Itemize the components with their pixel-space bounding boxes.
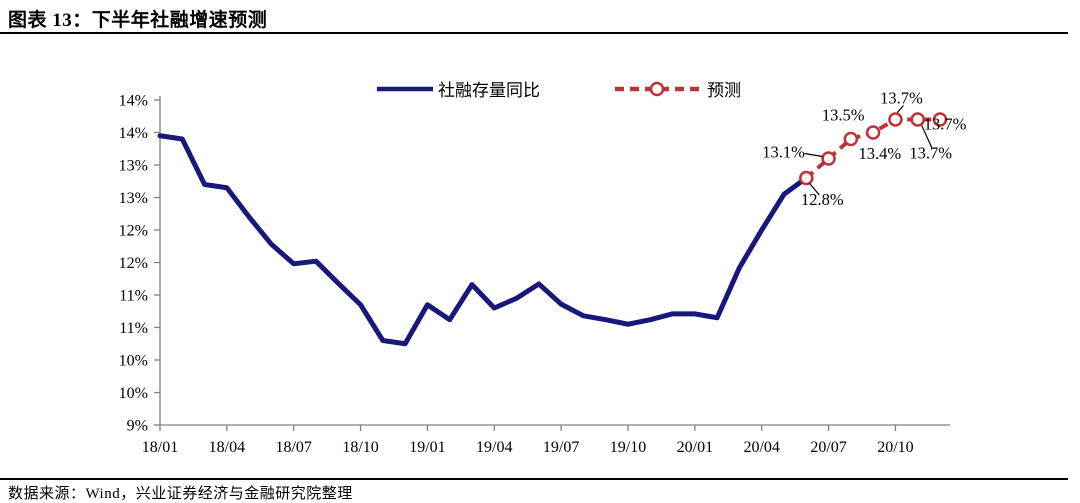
y-axis-tick-label: 13% xyxy=(119,158,148,175)
x-axis-tick-label: 20/04 xyxy=(743,439,779,456)
x-axis-tick-label: 19/10 xyxy=(610,439,646,456)
forecast-data-label: 13.5% xyxy=(822,106,865,125)
x-axis-tick-label: 18/04 xyxy=(209,439,245,456)
forecast-points xyxy=(799,112,948,186)
forecast-point xyxy=(932,112,948,127)
y-axis-tick-label: 10% xyxy=(119,385,148,402)
data-label-leader xyxy=(808,182,820,196)
x-axis-tick-label: 20/01 xyxy=(677,439,713,456)
y-axis-tick-label: 14% xyxy=(119,93,148,110)
y-axis-tick-label: 14% xyxy=(119,125,148,142)
y-axis-tick-label: 10% xyxy=(119,353,148,370)
forecast-point xyxy=(865,125,881,140)
title-underline xyxy=(0,32,1068,34)
x-axis-tick-label: 19/07 xyxy=(543,439,579,456)
forecast-point xyxy=(843,131,859,147)
data-label-leader xyxy=(896,105,904,113)
y-axis-tick-label: 11% xyxy=(119,320,148,337)
y-axis-tick-label: 11% xyxy=(119,288,148,305)
forecast-data-label: 13.7% xyxy=(880,89,923,108)
data-source-note: 数据来源：Wind，兴业证券经济与金融研究院整理 xyxy=(8,486,353,502)
data-label-leader xyxy=(921,125,933,148)
legend-label-forecast: 预测 xyxy=(707,81,741,100)
forecast-data-label: 13.7% xyxy=(924,115,967,134)
y-axis-tick-label: 12% xyxy=(119,223,148,240)
legend-label-actual: 社融存量同比 xyxy=(438,81,540,100)
y-axis-tick-label: 12% xyxy=(119,255,148,272)
chart-title: 图表 13：下半年社融增速预测 xyxy=(8,10,268,31)
data-label-leader xyxy=(804,152,823,158)
x-axis-tick-label: 18/07 xyxy=(275,439,311,456)
footer-rule xyxy=(0,478,1068,480)
x-axis-tick-label: 20/07 xyxy=(810,439,846,456)
forecast-point xyxy=(821,151,836,166)
forecast-data-labels: 12.8%13.1% 13.4%13.5%13.7%13.7%13.7% xyxy=(762,89,966,210)
forecast-point xyxy=(888,112,903,127)
forecast-point xyxy=(799,170,814,186)
legend-marker-forecast xyxy=(649,81,665,97)
x-axis-tick-label: 20/10 xyxy=(877,439,913,456)
axes: 14% 14% 13% 13% 12% 12% 11% 11% 10% 10% 9% 18/01 18/… xyxy=(119,93,950,456)
y-axis-tick-label: 13% xyxy=(119,190,148,207)
series-line-actual xyxy=(157,133,809,347)
forecast-data-label: 13.4% xyxy=(859,144,902,163)
x-axis-tick-label: 19/01 xyxy=(409,439,445,456)
forecast-point xyxy=(910,112,925,127)
y-axis-tick-label: 9% xyxy=(127,418,148,435)
x-axis-tick-label: 18/01 xyxy=(142,439,178,456)
legend: 社融存量同比 预测 xyxy=(377,81,741,100)
forecast-data-label: 12.8% xyxy=(801,190,844,209)
forecast-data-label: 13.7% xyxy=(909,144,952,163)
forecast-data-label: 13.1% xyxy=(762,143,805,162)
x-axis-tick-label: 19/04 xyxy=(476,439,512,456)
x-axis-tick-label: 18/10 xyxy=(342,439,378,456)
